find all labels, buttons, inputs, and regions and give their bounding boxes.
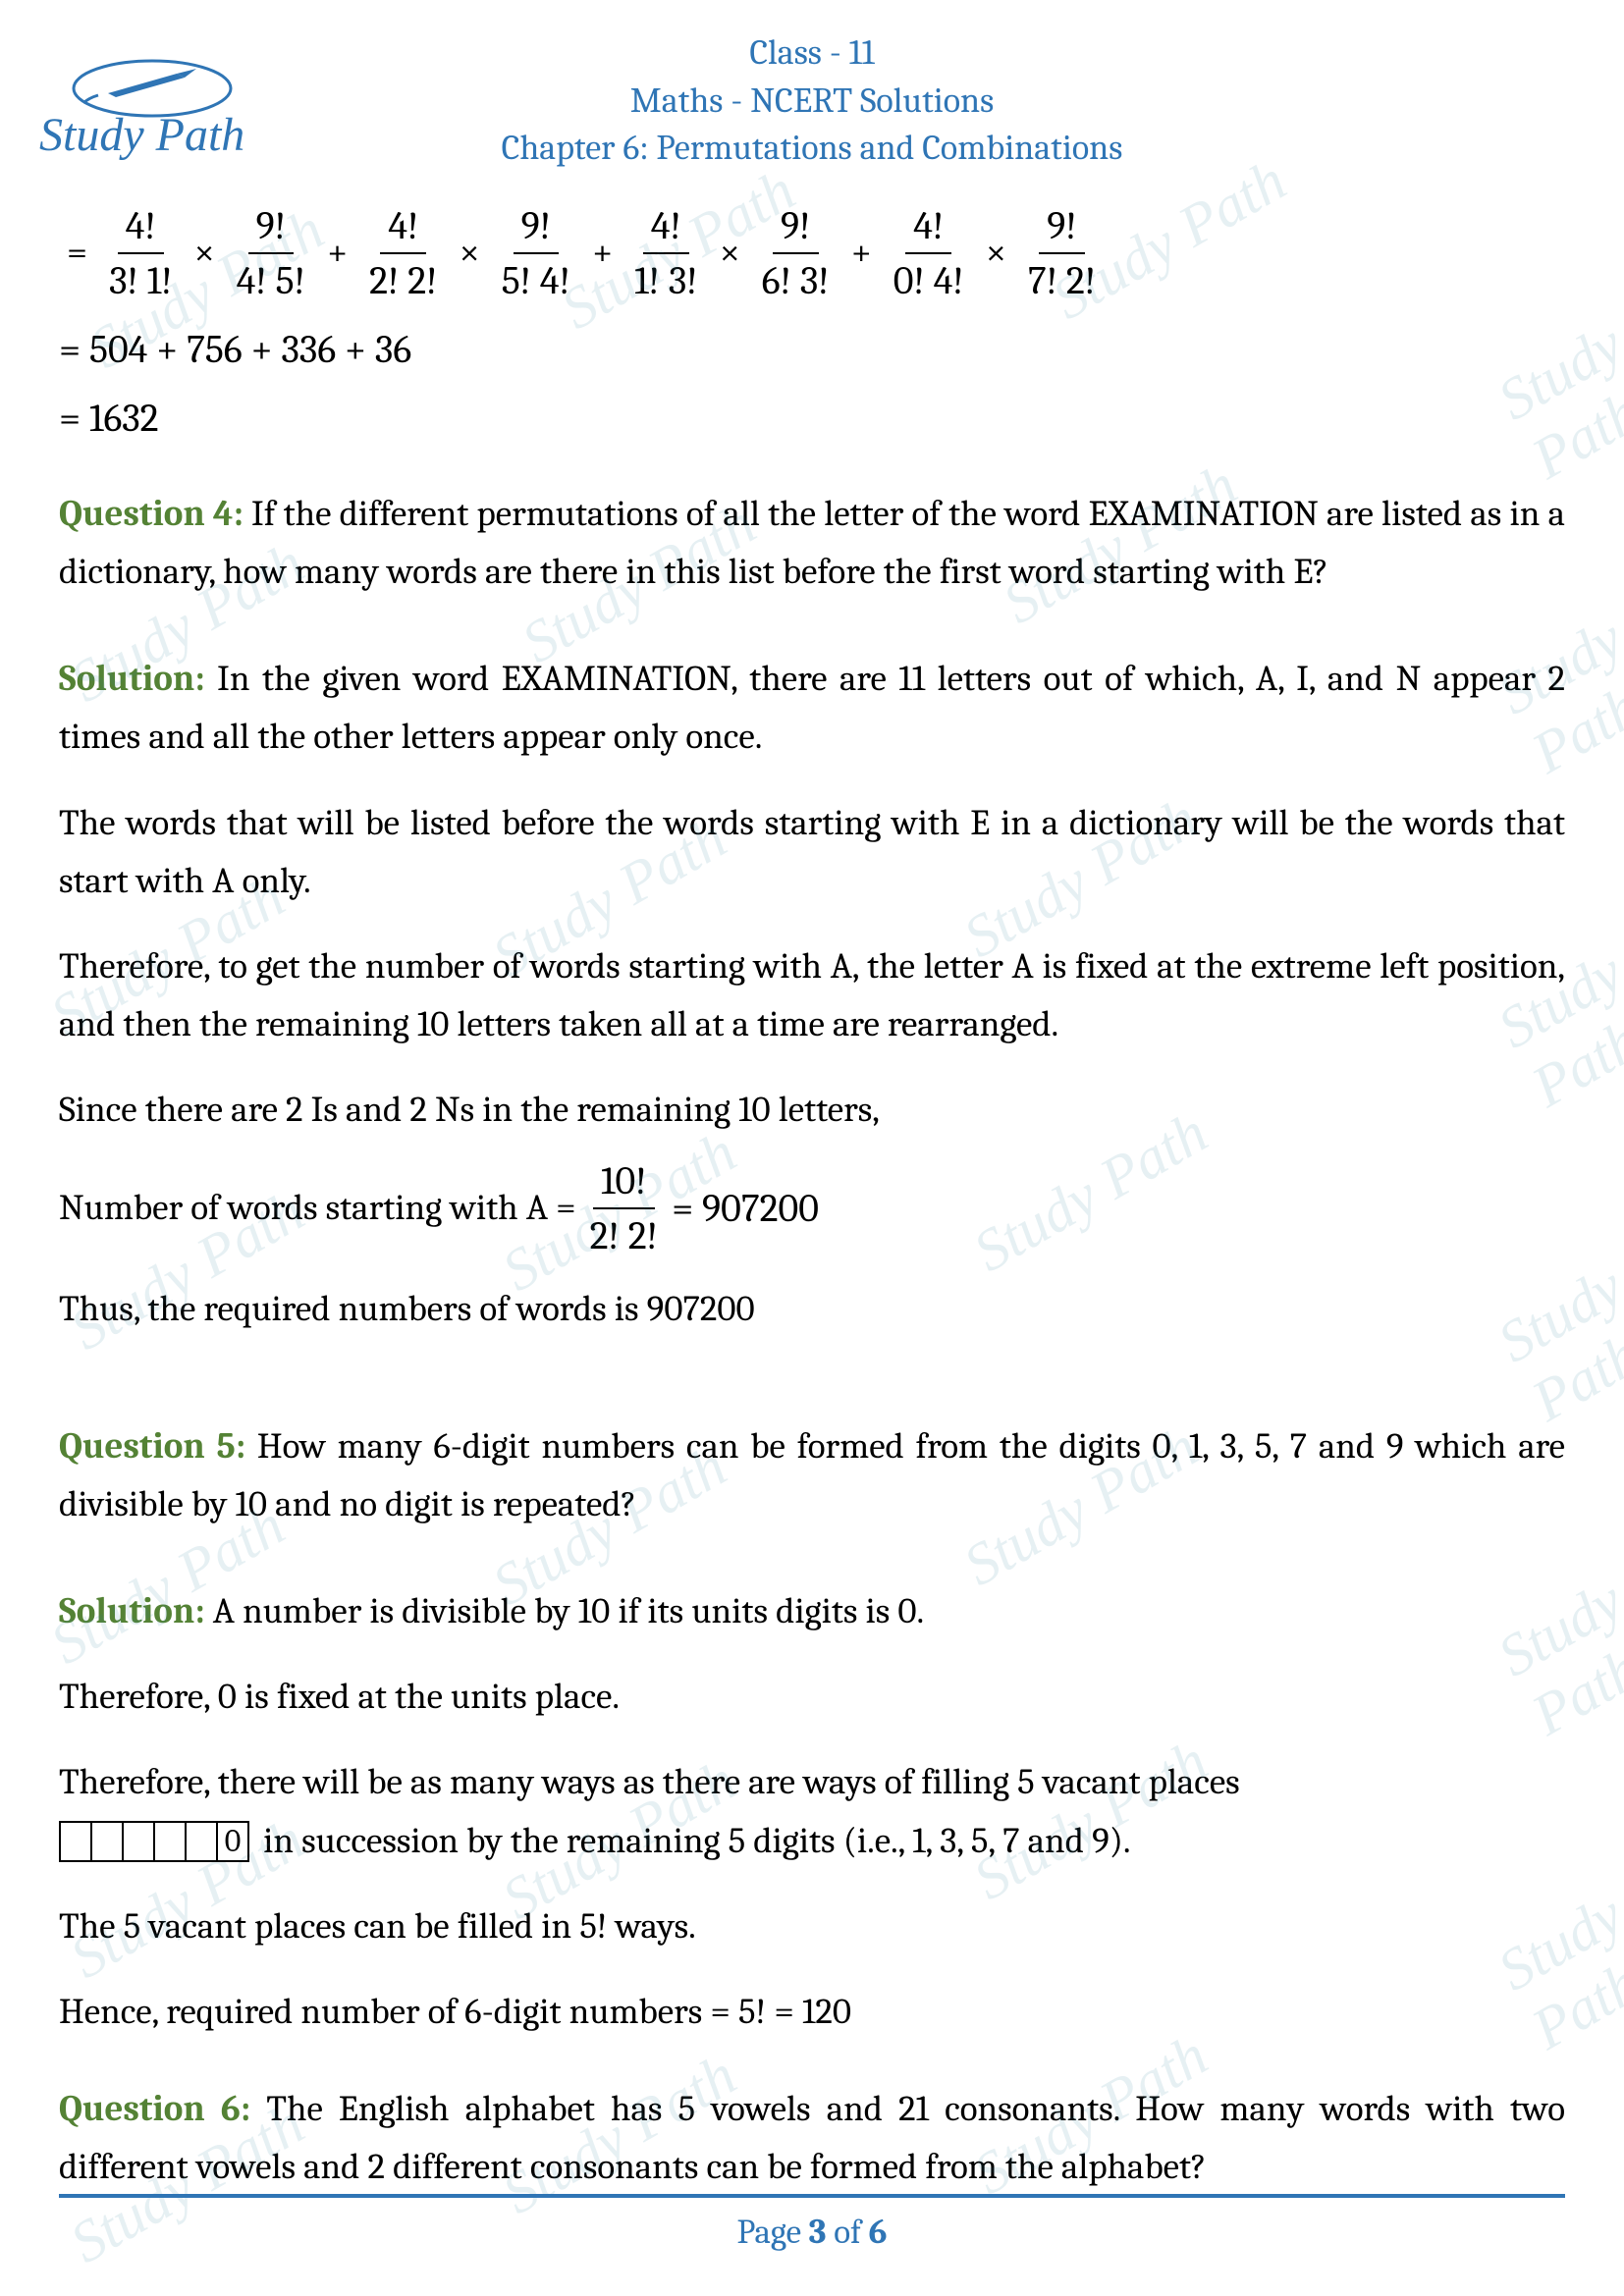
formula-suffix: = 907200 xyxy=(672,1185,819,1232)
denominator: 6! 3! xyxy=(754,254,838,304)
numerator: 10! xyxy=(593,1157,655,1209)
fraction: 4!1! 3! xyxy=(626,202,706,304)
footer-page-word: Page xyxy=(736,2212,808,2252)
numerator: 9! xyxy=(248,202,295,254)
question-6: Question 6: The English alphabet has 5 v… xyxy=(59,2081,1565,2197)
denominator: 5! 4! xyxy=(494,254,578,304)
digit-box-2 xyxy=(90,1821,124,1862)
question-5: Question 5: How many 6-digit numbers can… xyxy=(59,1418,1565,1534)
multiply-sign: × xyxy=(720,231,740,276)
solution-4-p2: The words that will be listed before the… xyxy=(59,795,1565,911)
denominator: 0! 4! xyxy=(886,254,972,304)
solution-5-p2: Therefore, 0 is fixed at the units place… xyxy=(59,1669,1565,1727)
denominator: 3! 1! xyxy=(101,254,181,304)
plus-sign: + xyxy=(592,231,613,276)
solution-5-p3b: in succession by the remaining 5 digits … xyxy=(263,1821,1130,1862)
solution-5-p4: The 5 vacant places can be filled in 5! … xyxy=(59,1898,1565,1956)
fraction: 9!6! 3! xyxy=(754,202,838,304)
digit-box-4 xyxy=(153,1821,187,1862)
solution-4-p6: Thus, the required numbers of words is 9… xyxy=(59,1281,1565,1339)
denominator: 4! 5! xyxy=(229,254,313,304)
numerator: 4! xyxy=(905,202,951,254)
question-5-label: Question 5: xyxy=(59,1426,245,1468)
fraction: 4!2! 2! xyxy=(361,202,445,304)
solution-4-p4: Since there are 2 Is and 2 Ns in the rem… xyxy=(59,1082,1565,1140)
denominator: 2! 2! xyxy=(582,1209,666,1259)
denominator: 2! 2! xyxy=(361,254,445,304)
logo: Study Path xyxy=(39,34,255,162)
solution-4-p3: Therefore, to get the number of words st… xyxy=(59,938,1565,1054)
numerator: 4! xyxy=(643,202,689,254)
footer-page-total: 6 xyxy=(869,2212,888,2252)
solution-5-p3: Therefore, there will be as many ways as… xyxy=(59,1754,1565,1870)
numerator: 9! xyxy=(514,202,560,254)
formula-prefix: Number of words starting with A = xyxy=(59,1187,576,1230)
multiply-sign: × xyxy=(460,231,480,276)
logo-text: Study Path xyxy=(39,108,244,162)
digit-box-3 xyxy=(122,1821,155,1862)
question-4: Question 4: If the different permutation… xyxy=(59,486,1565,602)
denominator: 1! 3! xyxy=(626,254,706,304)
solution-4-label: Solution: xyxy=(59,659,205,700)
solution-5-text1: A number is divisible by 10 if its units… xyxy=(205,1591,925,1632)
question-6-text: The English alphabet has 5 vowels and 21… xyxy=(59,2089,1565,2188)
solution-5-p1: Solution: A number is divisible by 10 if… xyxy=(59,1583,1565,1641)
numerator: 4! xyxy=(118,202,164,254)
fraction: 10! 2! 2! xyxy=(582,1157,666,1259)
digit-box-1 xyxy=(59,1821,92,1862)
plus-sign: + xyxy=(327,231,348,276)
solution-4-text1: In the given word EXAMINATION, there are… xyxy=(59,659,1565,758)
multiply-sign: × xyxy=(194,231,215,276)
digit-box-5 xyxy=(185,1821,218,1862)
solution-5-p5: Hence, required number of 6-digit number… xyxy=(59,1984,1565,2042)
equals-sign: = xyxy=(67,231,87,276)
solution-5-label: Solution: xyxy=(59,1591,205,1632)
solution-5-p3a: Therefore, there will be as many ways as… xyxy=(59,1762,1240,1803)
footer-page-of: of xyxy=(827,2212,869,2252)
page-footer: Page 3 of 6 xyxy=(0,2212,1624,2252)
solution-4-formula: Number of words starting with A = 10! 2!… xyxy=(59,1157,1565,1259)
digit-box-6: 0 xyxy=(216,1821,249,1862)
math-equation-line2: = 504 + 756 + 336 + 36 xyxy=(59,326,1565,373)
pen-icon xyxy=(69,44,236,118)
fraction: 9!4! 5! xyxy=(229,202,313,304)
question-6-label: Question 6: xyxy=(59,2089,250,2130)
math-equation-line1: = 4!3! 1!×9!4! 5!+4!2! 2!×9!5! 4!+4!1! 3… xyxy=(59,202,1565,304)
plus-sign: + xyxy=(851,231,872,276)
fraction: 4!0! 4! xyxy=(886,202,972,304)
numerator: 9! xyxy=(773,202,819,254)
question-4-text: If the different permutations of all the… xyxy=(59,494,1565,593)
question-4-label: Question 4: xyxy=(59,494,244,535)
footer-divider xyxy=(59,2194,1565,2198)
numerator: 4! xyxy=(380,202,426,254)
fraction: 9!5! 4! xyxy=(494,202,578,304)
solution-4-p1: Solution: In the given word EXAMINATION,… xyxy=(59,651,1565,767)
multiply-sign: × xyxy=(986,231,1006,276)
fraction: 4!3! 1! xyxy=(101,202,181,304)
denominator: 7! 2! xyxy=(1020,254,1104,304)
digit-boxes: 0 xyxy=(59,1821,247,1862)
footer-page-num: 3 xyxy=(809,2212,827,2252)
fraction: 9!7! 2! xyxy=(1020,202,1104,304)
numerator: 9! xyxy=(1039,202,1085,254)
math-equation-line3: = 1632 xyxy=(59,395,1565,442)
page-content: = 4!3! 1!×9!4! 5!+4!2! 2!×9!5! 4!+4!1! 3… xyxy=(0,173,1624,2198)
question-5-text: How many 6-digit numbers can be formed f… xyxy=(59,1426,1565,1525)
